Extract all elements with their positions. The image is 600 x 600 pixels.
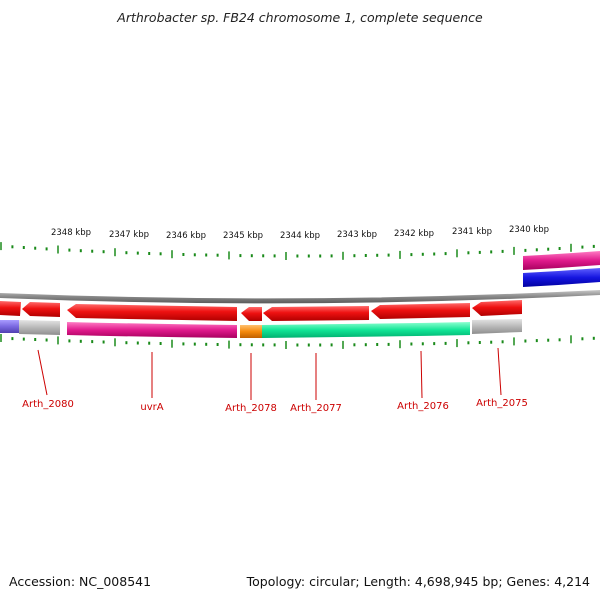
cds-arrow-arth-2076	[371, 303, 470, 319]
tick-label-2343: 2343 kbp	[337, 230, 377, 240]
cds-arrow-arth-2075	[472, 300, 522, 316]
inner-green-feature	[262, 322, 470, 338]
outer-blue-feature	[523, 268, 600, 287]
tick-label-2344: 2344 kbp	[280, 231, 320, 241]
tick-label-2345: 2345 kbp	[223, 231, 263, 241]
tick-label-2346: 2346 kbp	[166, 231, 206, 241]
gene-label-arth-2080: Arth_2080	[22, 399, 74, 410]
inner-purple-feature	[0, 320, 19, 333]
cds-arrow-uvra	[67, 304, 237, 321]
upper-tick-marks	[0, 242, 595, 260]
tick-label-2347: 2347 kbp	[109, 230, 149, 240]
cds-arrow-arth-2080	[22, 302, 60, 317]
gene-label-arth-2076: Arth_2076	[397, 401, 449, 412]
outer-magenta-feature	[523, 251, 600, 270]
chromosome-backbone	[0, 290, 600, 304]
cds-arrow-arth-2078	[241, 307, 262, 321]
tick-label-2341: 2341 kbp	[452, 227, 492, 237]
gene-leader-lines	[37, 347, 502, 400]
leader-line-arth-2075	[497, 347, 502, 396]
gene-label-arth-2078: Arth_2078	[225, 403, 277, 414]
gene-label-arth-2077: Arth_2077	[290, 403, 342, 414]
inner-magenta-feature	[67, 322, 237, 338]
gene-label-uvra: uvrA	[140, 402, 163, 413]
inner-gray-feature-left	[19, 320, 60, 335]
accession-text: Accession: NC_008541	[9, 574, 152, 589]
kbp-tick-labels: 2348 kbp 2347 kbp 2346 kbp 2345 kbp 2344…	[51, 225, 549, 241]
map-title: Arthrobacter sp. FB24 chromosome 1, comp…	[117, 10, 483, 25]
sequence-summary-text: Topology: circular; Length: 4,698,945 bp…	[246, 574, 590, 589]
gene-labels: Arth_2080 uvrA Arth_2078 Arth_2077 Arth_…	[22, 398, 528, 414]
inner-feature-track	[0, 319, 522, 338]
inner-gray-feature-right	[472, 319, 522, 334]
leader-line-arth-2076	[420, 350, 423, 399]
tick-label-2348: 2348 kbp	[51, 228, 91, 238]
leader-line-arth-2080	[37, 349, 48, 396]
tick-label-2342: 2342 kbp	[394, 229, 434, 239]
cds-arrow-left-partial	[0, 301, 21, 316]
cds-arrows	[0, 300, 522, 321]
lower-tick-marks	[0, 334, 595, 349]
tick-label-2340: 2340 kbp	[509, 225, 549, 235]
outer-feature-tracks	[523, 251, 600, 287]
cds-arrow-arth-2077	[263, 306, 369, 321]
gene-label-arth-2075: Arth_2075	[476, 398, 528, 409]
inner-orange-feature	[240, 325, 262, 338]
